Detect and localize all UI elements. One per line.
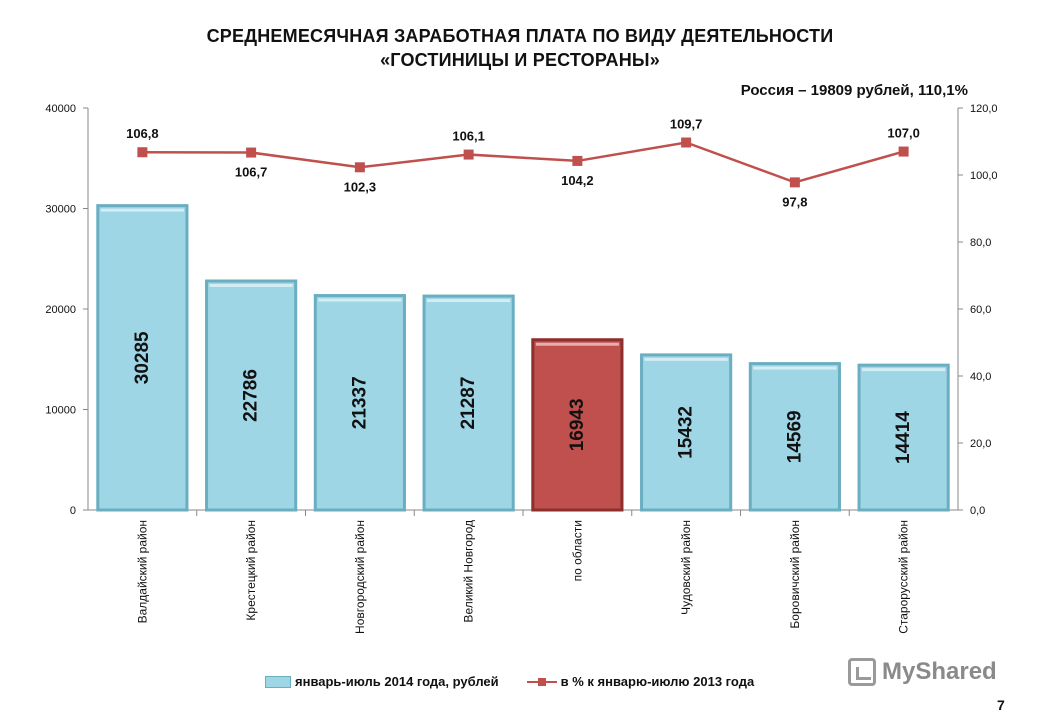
bar xyxy=(96,204,189,512)
bar xyxy=(422,294,515,512)
chart-legend: январь-июль 2014 года, рублей в % к янва… xyxy=(265,674,754,689)
bar xyxy=(205,279,298,512)
line-value-label: 106,1 xyxy=(452,129,485,144)
bar-gloss xyxy=(535,342,619,346)
bar-value-label: 15432 xyxy=(676,406,697,459)
bar-gloss xyxy=(318,298,402,302)
bar-highlight xyxy=(531,338,624,512)
bar-value-label: 16943 xyxy=(567,398,588,451)
bar-value-label: 14414 xyxy=(893,411,914,464)
line-point xyxy=(137,147,148,158)
bar-gloss xyxy=(427,299,511,303)
y-right-tick-label: 100,0 xyxy=(970,170,998,182)
y-left-tick-label: 30000 xyxy=(45,204,76,216)
bar xyxy=(748,362,841,512)
chart-title: СРЕДНЕМЕСЯЧНАЯ ЗАРАБОТНАЯ ПЛАТА ПО ВИДУ … xyxy=(0,24,1040,72)
x-category-label: Чудовский район xyxy=(679,520,693,615)
bar-value-label: 30285 xyxy=(132,331,153,384)
x-category-label: Старорусский район xyxy=(897,520,911,634)
x-category-label: Боровичский район xyxy=(788,520,802,629)
y-right-tick-label: 40,0 xyxy=(970,371,991,383)
x-category-label: Новгородский район xyxy=(353,520,367,634)
x-category-label: по области xyxy=(570,520,584,581)
line-point xyxy=(463,149,474,160)
bar-value-label: 14569 xyxy=(784,410,805,463)
y-right-tick-label: 80,0 xyxy=(970,237,991,249)
x-category-label: Валдайский район xyxy=(135,520,149,623)
line-value-label: 106,7 xyxy=(235,165,268,180)
line-point xyxy=(898,146,909,157)
bar-gloss xyxy=(209,284,293,288)
chart-title-line-1: СРЕДНЕМЕСЯЧНАЯ ЗАРАБОТНАЯ ПЛАТА ПО ВИДУ … xyxy=(206,26,834,46)
y-left-tick-label: 10000 xyxy=(45,405,76,417)
line-value-label: 106,8 xyxy=(126,126,159,141)
bar xyxy=(640,353,733,512)
line-point xyxy=(572,155,583,166)
legend-item-line: в % к январю-июлю 2013 года xyxy=(526,674,755,689)
presentation-board-icon xyxy=(848,658,876,686)
legend-bar-label: январь-июль 2014 года, рублей xyxy=(295,674,499,689)
line-value-label: 97,8 xyxy=(782,194,807,209)
watermark: MyShared xyxy=(848,658,997,686)
bar-gloss xyxy=(100,208,184,212)
x-category-label: Великий Новгород xyxy=(462,520,476,623)
line-point xyxy=(246,147,257,158)
chart-subtitle: Россия – 19809 рублей, 110,1% xyxy=(740,82,968,99)
y-left-tick-label: 20000 xyxy=(45,304,76,316)
bar xyxy=(313,294,406,512)
y-right-tick-label: 0,0 xyxy=(970,505,985,517)
line-value-label: 107,0 xyxy=(887,126,920,141)
bar xyxy=(857,363,950,512)
y-left-tick-label: 40000 xyxy=(45,103,76,115)
bar-gloss xyxy=(862,368,946,372)
y-right-tick-label: 120,0 xyxy=(970,103,998,115)
y-left-tick-label: 0 xyxy=(70,505,76,517)
line-value-label: 109,7 xyxy=(670,117,703,132)
line-point xyxy=(681,137,692,148)
legend-bar-swatch xyxy=(265,675,291,688)
y-right-tick-label: 60,0 xyxy=(970,304,991,316)
legend-item-bars: январь-июль 2014 года, рублей xyxy=(265,674,499,689)
line-point xyxy=(789,177,800,188)
watermark-text: MyShared xyxy=(882,658,997,685)
bar-value-label: 22786 xyxy=(241,369,262,422)
chart-title-line-2: «ГОСТИНИЦЫ И РЕСТОРАНЫ» xyxy=(380,50,660,70)
line-value-label: 104,2 xyxy=(561,173,594,188)
legend-line-label: в % к январю-июлю 2013 года xyxy=(560,674,755,689)
y-right-tick-label: 20,0 xyxy=(970,438,991,450)
legend-line-swatch xyxy=(526,677,557,687)
line-value-label: 102,3 xyxy=(344,179,377,194)
line-point xyxy=(354,162,365,173)
line-series xyxy=(142,141,904,184)
bar-gloss xyxy=(644,357,728,361)
bar-value-label: 21337 xyxy=(349,376,370,429)
x-category-label: Крестецкий район xyxy=(244,520,258,621)
bar-value-label: 21287 xyxy=(458,377,479,430)
page-number: 7 xyxy=(997,697,1005,713)
bar-gloss xyxy=(753,366,837,370)
